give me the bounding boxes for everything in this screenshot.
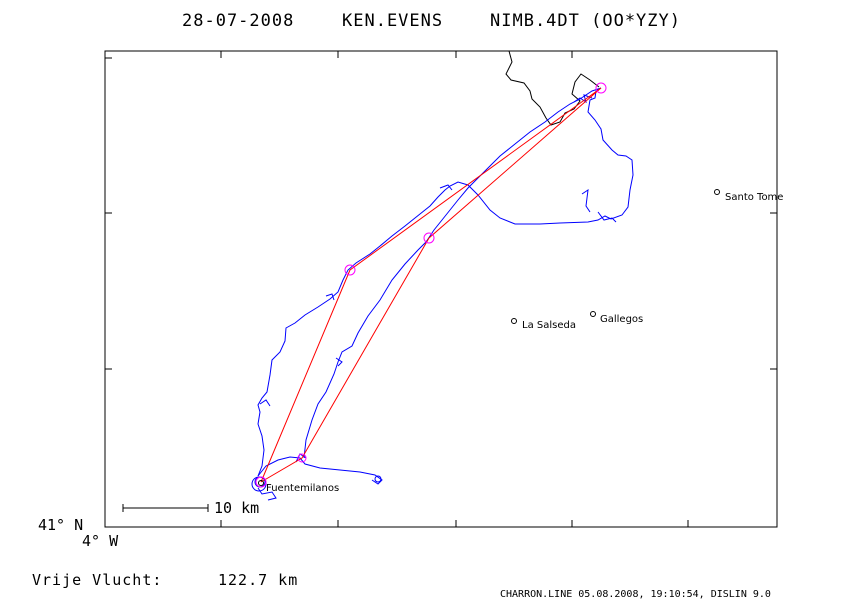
place-gallegos: Gallegos — [590, 311, 643, 325]
latitude-label: 41° N — [38, 516, 83, 534]
turnpoint-circle — [344, 264, 356, 276]
flight-date: 28-07-2008 — [182, 11, 294, 31]
scale-bar — [122, 504, 209, 512]
place-label: Santo Tome — [725, 192, 783, 203]
distance-label: Vrije Vlucht: — [32, 571, 162, 589]
turnpoint-circle — [423, 232, 435, 244]
scale-label: 10 km — [214, 499, 259, 517]
distance-value: 122.7 km — [218, 571, 298, 589]
task-legs — [260, 87, 602, 483]
place-fuentemilanos: Fuentemilanos — [258, 480, 339, 494]
place-label: La Salseda — [522, 320, 576, 331]
credits-line: CHARRON.LINE 05.08.2008, 19:10:54, DISLI… — [500, 589, 771, 600]
place-santo-tome: Santo Tome — [714, 189, 783, 203]
turnpoints — [255, 82, 607, 488]
glider-name: NIMB.4DT (OO*YZY) — [490, 11, 681, 31]
place-label: Gallegos — [600, 314, 643, 325]
longitude-label: 4° W — [82, 532, 119, 550]
map-ticks — [105, 51, 777, 527]
pilot-name: KEN.EVENS — [342, 11, 443, 31]
turnpoint-circle — [255, 476, 267, 488]
place-la-salseda: La Salseda — [511, 318, 576, 331]
turnpoint-circle — [297, 453, 307, 463]
gps-track — [251, 87, 634, 501]
terrain-contour — [505, 50, 600, 126]
place-label: Fuentemilanos — [266, 483, 339, 494]
turnpoint-circle — [595, 82, 607, 94]
map-frame — [104, 50, 778, 528]
